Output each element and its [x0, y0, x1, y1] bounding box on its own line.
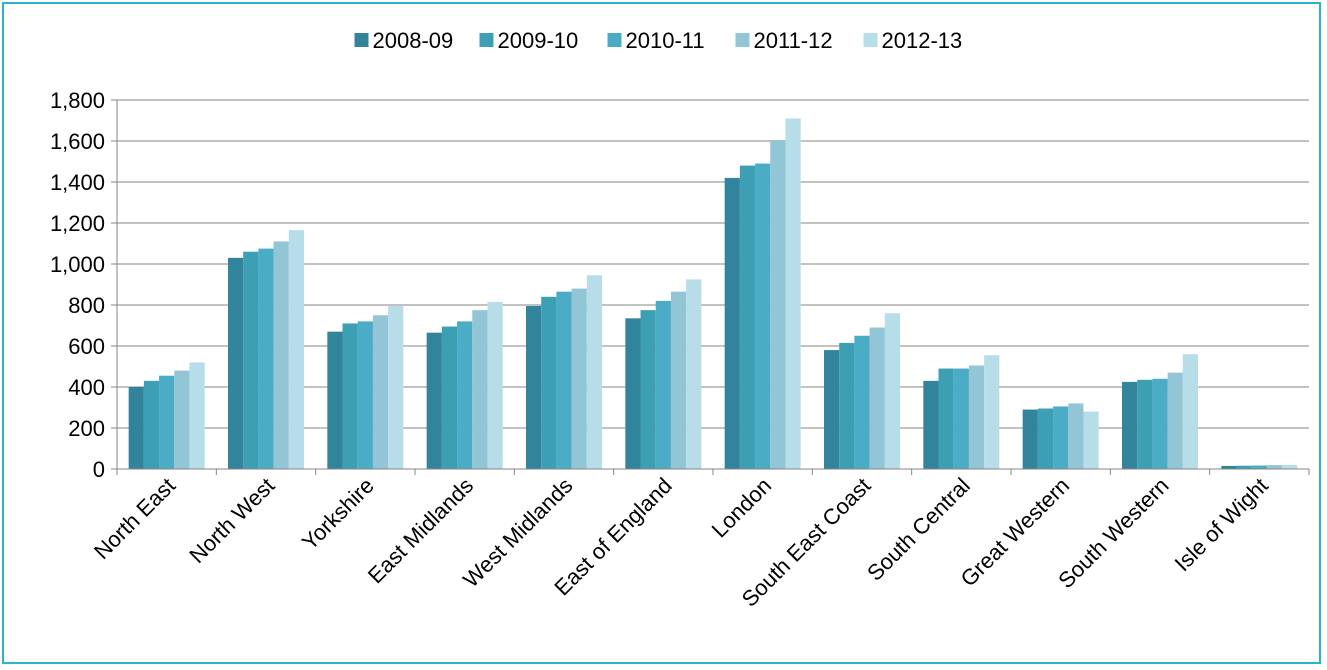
bar	[984, 355, 1000, 469]
bar	[655, 300, 671, 469]
bar	[1221, 465, 1237, 469]
y-tick-label: 1,600	[50, 129, 105, 154]
bar	[258, 248, 274, 469]
bar	[1022, 409, 1038, 469]
bar	[174, 370, 190, 469]
bar	[372, 315, 389, 469]
x-tick-label: South Central	[862, 473, 975, 586]
legend-label: 2009-10	[498, 28, 579, 53]
bar	[1037, 408, 1054, 469]
legend-swatch	[607, 33, 622, 47]
bar	[1152, 378, 1168, 469]
legend-label: 2011-12	[754, 28, 833, 53]
legend-label: 2010-11	[626, 28, 705, 53]
bar	[1137, 379, 1153, 469]
bar	[228, 257, 244, 469]
bar	[159, 375, 175, 469]
x-tick-label: London	[707, 473, 777, 543]
bar	[884, 313, 900, 469]
legend-swatch	[479, 33, 494, 47]
bar	[273, 241, 289, 469]
bar	[143, 380, 160, 469]
bar	[586, 275, 602, 469]
bar	[1236, 465, 1252, 469]
bar	[1182, 354, 1198, 469]
bar	[923, 380, 939, 469]
bar	[755, 163, 771, 470]
y-tick-label: 200	[68, 416, 105, 441]
bar	[128, 387, 144, 469]
bar	[472, 310, 488, 469]
bar	[1068, 403, 1084, 469]
y-tick-label: 600	[68, 334, 105, 359]
bar	[724, 177, 740, 469]
legend-swatch	[863, 33, 878, 47]
bar	[670, 291, 687, 469]
y-tick-label: 1,000	[50, 252, 105, 277]
bar	[327, 331, 343, 469]
bar	[640, 310, 656, 469]
bar	[457, 321, 473, 469]
bars	[128, 118, 1298, 470]
bar	[770, 139, 786, 469]
bar	[739, 165, 756, 469]
bar	[571, 288, 587, 469]
bar	[1282, 464, 1298, 469]
bar	[243, 251, 259, 469]
bar	[854, 335, 870, 469]
bar	[1053, 406, 1069, 469]
legend-swatch	[735, 33, 750, 47]
y-tick-label: 1,800	[50, 88, 105, 113]
y-tick-label: 1,400	[50, 170, 105, 195]
x-tick-label: North West	[184, 473, 279, 568]
legend-label: 2008-09	[373, 28, 454, 53]
y-tick-label: 400	[68, 375, 105, 400]
bar	[953, 368, 969, 469]
bar	[1167, 372, 1183, 469]
bar	[1266, 465, 1283, 469]
bar	[625, 318, 641, 469]
legend-label: 2012-13	[882, 28, 963, 53]
bar	[541, 296, 557, 469]
y-tick-label: 1,200	[50, 211, 105, 236]
legend-swatch	[354, 33, 369, 47]
bar	[288, 230, 304, 469]
bar	[1122, 381, 1138, 469]
bar	[785, 118, 801, 469]
gridlines	[117, 99, 1309, 429]
x-tick-label: North East	[89, 473, 180, 564]
y-tick-label: 0	[93, 457, 105, 482]
y-axis-tick-labels: 0 200 400 600 800 1,000 1,200 1,400 1,600 1,800	[50, 88, 105, 482]
axes	[111, 99, 1310, 475]
bar	[686, 279, 702, 469]
bar	[839, 342, 855, 469]
bar	[388, 306, 404, 469]
bar	[357, 321, 373, 469]
bar	[869, 327, 885, 469]
y-tick-label: 800	[68, 293, 105, 318]
bar	[968, 365, 985, 469]
bar-chart: 0 200 400 600 800 1,000 1,200 1,400 1,600 1,800 N…	[50, 28, 1310, 612]
bar	[189, 362, 205, 469]
bar	[426, 332, 442, 469]
x-tick-label: Yorkshire	[297, 473, 379, 555]
bar	[1251, 465, 1267, 469]
bar	[556, 291, 572, 469]
bar	[526, 306, 542, 469]
bar	[487, 301, 503, 469]
x-tick-label: Isle of Wight	[1170, 473, 1273, 576]
bar	[824, 350, 840, 469]
bar	[441, 326, 458, 469]
bar	[1083, 411, 1099, 469]
bar	[342, 323, 358, 469]
bar	[938, 368, 954, 469]
legend: 2008-09 2009-10 2010-11 2011-12 2012-13	[354, 28, 963, 53]
